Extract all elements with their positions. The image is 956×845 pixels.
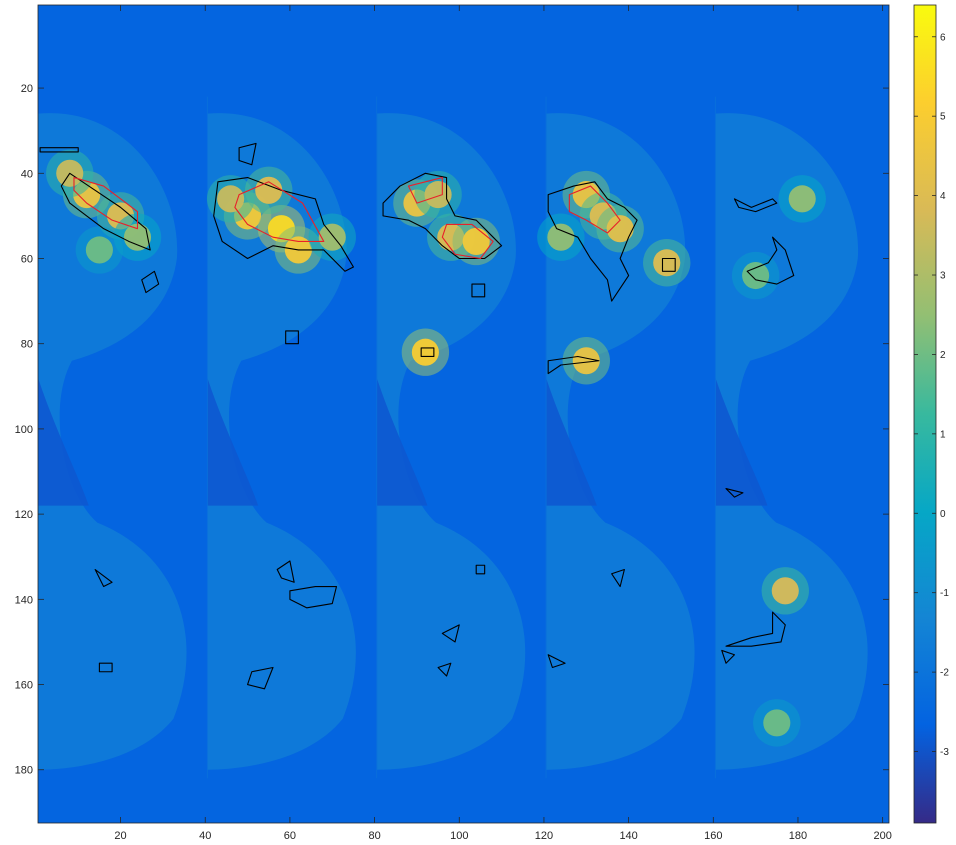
hotspot-2-6: [255, 176, 283, 204]
x-tick-label: 200: [873, 830, 891, 842]
y-tick-label: 20: [21, 83, 33, 95]
y-tick-label: 160: [15, 680, 33, 692]
hotspot-3-3: [462, 227, 490, 256]
tissue-gap-4: [546, 377, 597, 506]
contour-black-4-4: [611, 568, 625, 588]
contour-red-4-1: [568, 185, 621, 234]
contour-black-4-5: [547, 654, 566, 669]
hotspot-4-4: [572, 347, 600, 375]
contour-black-2-4: [276, 560, 295, 583]
hotspot-1-4: [123, 223, 152, 251]
x-tick-label: 180: [789, 830, 807, 842]
contour-black-2-3: [285, 330, 299, 345]
colorbar-tick-label: 6: [940, 32, 946, 43]
colorbar-tick-label: 2: [940, 350, 946, 361]
contour-black-2-6: [247, 666, 274, 690]
contour-red-2-1: [234, 181, 325, 243]
x-tick-label: 60: [284, 830, 296, 842]
hotspot-4-5: [653, 249, 681, 277]
x-axis-ticks: 20 40 60 80 100 120 140 160 180 200: [114, 5, 892, 842]
y-tick-label: 100: [15, 424, 33, 436]
contour-black-4-3: [547, 355, 600, 375]
tissue-gap-3: [376, 377, 428, 506]
contour-black-3-5: [441, 624, 460, 643]
hotspot-1-5: [85, 236, 113, 264]
y-tick-label: 140: [15, 594, 33, 606]
tissue-panel-1: [38, 113, 187, 770]
contour-black-3-2: [420, 347, 435, 358]
x-tick-label: 20: [114, 830, 126, 842]
contour-red-1-1: [73, 176, 139, 230]
colorbar-gradient: [913, 4, 937, 824]
contour-overlays: [39, 142, 795, 690]
axes-frame: [37, 4, 890, 824]
colorbar-ticks: -3 -2 -1 0 1 2 3 4 5 6: [914, 32, 949, 758]
contour-black-2-1: [213, 176, 354, 272]
contour-black-5-5: [721, 649, 736, 664]
colorbar-tick-label: -2: [940, 668, 949, 679]
hotspot-5-4: [763, 709, 791, 737]
tissue-gap-5: [715, 377, 768, 506]
contour-black-3-4: [475, 564, 486, 575]
heatmap-plot-area: [38, 5, 889, 823]
colorbar-tick-label: 1: [940, 429, 946, 440]
y-axis-ticks: 20 40 60 80 100 120 140 160 180: [15, 83, 889, 777]
contour-black-1-3: [141, 270, 160, 294]
tissue-gap-1: [38, 377, 89, 506]
y-tick-label: 40: [21, 168, 33, 180]
contour-black-5-4: [725, 611, 786, 647]
contour-black-4-1: [547, 181, 638, 302]
contour-red-3-1: [407, 176, 443, 204]
contour-black-1-1: [39, 147, 79, 153]
hotspot-2-4: [217, 185, 245, 213]
y-tick-label: 80: [21, 339, 33, 351]
contour-black-5-2: [746, 236, 795, 285]
colorbar-tick-label: 5: [940, 112, 946, 123]
contour-black-5-1: [733, 198, 778, 213]
contour-black-2-2: [238, 142, 257, 166]
colorbar-tick-label: -3: [940, 747, 949, 758]
colorbar-tick-label: 3: [940, 271, 946, 282]
hotspot-5-2: [788, 185, 816, 213]
colorbar: -3 -2 -1 0 1 2 3 4 5 6: [913, 4, 949, 824]
tissue-panel-3: [376, 113, 526, 770]
contour-red-3-2: [441, 223, 494, 260]
colorbar-tick-label: 4: [940, 191, 946, 202]
x-tick-label: 160: [704, 830, 722, 842]
x-tick-label: 80: [368, 830, 380, 842]
x-tick-label: 100: [450, 830, 468, 842]
x-tick-label: 140: [619, 830, 637, 842]
contour-black-1-2: [60, 172, 151, 251]
contour-black-4-2: [661, 257, 676, 272]
y-tick-label: 180: [15, 765, 33, 777]
contour-black-5-3: [725, 488, 744, 498]
y-tick-label: 120: [15, 509, 33, 521]
contour-black-3-3: [471, 283, 486, 298]
contour-black-3-6: [437, 662, 452, 677]
hotspot-3-4: [424, 181, 452, 209]
hotspot-5-1: [771, 577, 799, 605]
tissue-gap-2: [207, 377, 259, 506]
hotspot-4-3: [606, 215, 634, 243]
y-tick-label: 60: [21, 253, 33, 265]
x-tick-label: 40: [199, 830, 211, 842]
x-tick-label: 120: [535, 830, 553, 842]
colorbar-tick-label: 0: [940, 509, 946, 520]
contour-black-1-5: [98, 662, 113, 673]
contour-black-1-4: [94, 568, 113, 588]
heatmap-hotspots: [46, 149, 826, 747]
hotspot-4-6: [547, 223, 575, 251]
hotspot-5-3: [742, 261, 770, 290]
contour-black-3-1: [382, 172, 503, 260]
contour-black-2-5: [289, 585, 338, 609]
hotspot-3-5: [411, 338, 439, 366]
colorbar-tick-label: -1: [940, 588, 949, 599]
